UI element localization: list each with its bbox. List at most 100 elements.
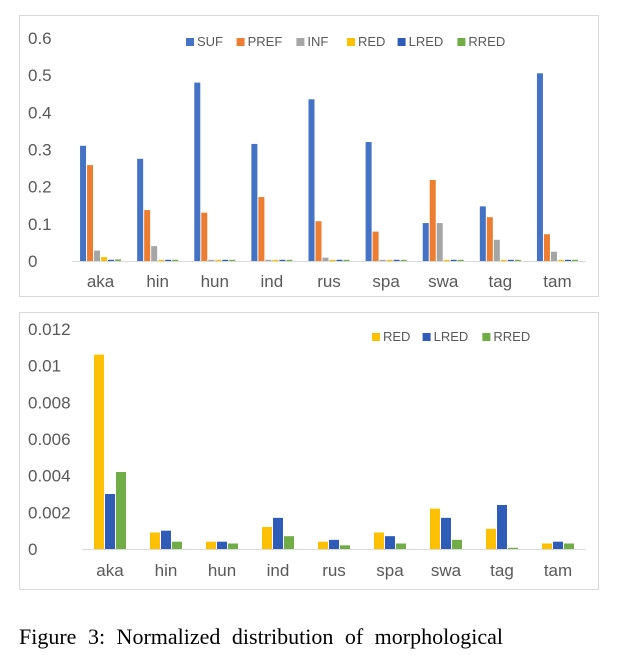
bar-red-tag: [500, 259, 507, 261]
bar-lred-rus: [336, 259, 343, 261]
x-tick-label-aka: aka: [96, 561, 124, 580]
x-tick-label-swa: swa: [431, 561, 462, 580]
bar-pref-aka: [87, 165, 94, 261]
bar-lred-aka: [105, 494, 115, 549]
bar-rred-hun: [228, 543, 238, 549]
x-tick-label-ind: ind: [261, 272, 284, 291]
legend-label-rred: RRED: [493, 329, 530, 344]
x-tick-label-rus: rus: [317, 272, 341, 291]
legend-swatch-pref: [236, 38, 245, 46]
bar-inf-hun: [208, 259, 215, 261]
bar-lred-ind: [273, 517, 283, 549]
bar-lred-rus: [329, 539, 339, 549]
y-tick-label: 0.006: [28, 430, 71, 449]
y-tick-label: 0.01: [28, 357, 61, 376]
bar-lred-tam: [553, 541, 563, 549]
x-tick-label-rus: rus: [322, 561, 346, 580]
bar-rred-tam: [564, 543, 574, 549]
bar-suf-spa: [365, 142, 372, 261]
bar-lred-tag: [497, 505, 507, 549]
bar-pref-tag: [486, 217, 493, 261]
x-tick-label-hin: hin: [155, 561, 178, 580]
bar-suf-ind: [251, 143, 258, 261]
bar-lred-ind: [279, 259, 286, 261]
chart-bottom-panel: 0 0.002 0.004 0.006 0.008 0.01 0.012 aka hin hun i…: [19, 312, 599, 590]
bar-suf-tam: [536, 73, 543, 261]
legend-swatch-rred: [457, 38, 466, 46]
y-tick-label: 0.3: [28, 141, 52, 160]
chart-top-panel: 0 0.1 0.2 0.3 0.4 0.5 0.6 aka hin hun ind rus spa swa…: [19, 15, 599, 297]
bar-red-rus: [329, 259, 336, 261]
figure-caption: Figure 3: Normalized distribution of mor…: [19, 624, 503, 649]
bar-red-aka: [94, 354, 104, 549]
legend-swatch-rred: [482, 333, 491, 341]
bar-red-hun: [215, 259, 222, 261]
bar-suf-swa: [422, 223, 429, 261]
bar-lred-tag: [507, 259, 514, 261]
bar-red-ind: [262, 527, 272, 549]
legend-label-lred: LRED: [434, 329, 469, 344]
legend-label-red: RED: [358, 34, 385, 49]
bar-pref-tam: [543, 234, 550, 261]
bar-rred-ind: [284, 536, 294, 549]
x-tick-label-hun: hun: [208, 561, 236, 580]
bar-inf-aka: [94, 250, 101, 261]
bar-red-swa: [430, 508, 440, 549]
bar-suf-hun: [194, 82, 201, 261]
legend-swatch-inf: [296, 38, 305, 46]
bar-rred-tag: [508, 547, 518, 549]
y-tick-label: 0.1: [28, 215, 52, 234]
bar-inf-rus: [322, 257, 329, 261]
bar-pref-ind: [258, 197, 265, 261]
bar-inf-ind: [265, 259, 272, 261]
y-tick-label: 0.6: [28, 29, 52, 48]
bar-inf-tag: [493, 239, 500, 261]
bar-red-tam: [557, 259, 564, 261]
y-tick-label: 0.012: [28, 320, 71, 339]
bar-red-hin: [158, 259, 165, 261]
bar-rred-hin: [172, 259, 179, 261]
bar-red-ind: [272, 259, 279, 261]
x-tick-label-tag: tag: [490, 561, 514, 580]
bar-rred-spa: [400, 259, 407, 261]
x-tick-label-tam: tam: [544, 561, 572, 580]
x-tick-label-hun: hun: [201, 272, 229, 291]
legend-swatch-red: [347, 38, 355, 46]
bar-lred-swa: [441, 517, 451, 549]
x-tick-label-spa: spa: [372, 272, 400, 291]
bar-red-aka: [101, 257, 108, 261]
bar-rred-tag: [514, 259, 521, 261]
x-tick-label-tam: tam: [543, 272, 571, 291]
bar-lred-spa: [385, 536, 395, 549]
y-tick-label: 0.008: [28, 393, 71, 412]
bar-inf-spa: [379, 259, 386, 261]
bar-red-tam: [542, 543, 552, 549]
bar-lred-hun: [222, 259, 229, 261]
bar-pref-hin: [144, 210, 151, 261]
bar-pref-swa: [429, 179, 436, 261]
x-tick-label-hin: hin: [146, 272, 169, 291]
y-tick-label: 0.4: [28, 103, 52, 122]
bar-rred-spa: [396, 543, 406, 549]
chart-bottom: 0 0.002 0.004 0.006 0.008 0.01 0.012 aka hin hun i…: [28, 320, 586, 580]
y-tick-label: 0: [28, 252, 37, 271]
x-tick-label-tag: tag: [489, 272, 513, 291]
bar-red-spa: [386, 259, 393, 261]
bar-inf-tam: [550, 251, 557, 261]
legend-label-red: RED: [383, 329, 410, 344]
bar-red-hun: [206, 541, 216, 549]
legend-swatch-red: [372, 333, 380, 341]
bar-rred-swa: [452, 539, 462, 549]
bar-lred-tam: [564, 259, 571, 261]
bar-inf-swa: [436, 223, 443, 261]
y-tick-label: 0: [28, 540, 37, 559]
x-tick-label-swa: swa: [428, 272, 459, 291]
y-tick-label: 0.5: [28, 66, 52, 85]
legend-label-inf: INF: [307, 34, 328, 49]
bar-inf-hin: [151, 246, 158, 261]
legend-swatch-lred: [422, 333, 431, 341]
bar-lred-hun: [217, 541, 227, 549]
x-tick-label-aka: aka: [87, 272, 115, 291]
bar-rred-hun: [229, 259, 236, 261]
chart-top: 0 0.1 0.2 0.3 0.4 0.5 0.6 aka hin hun ind rus spa swa…: [28, 29, 586, 291]
